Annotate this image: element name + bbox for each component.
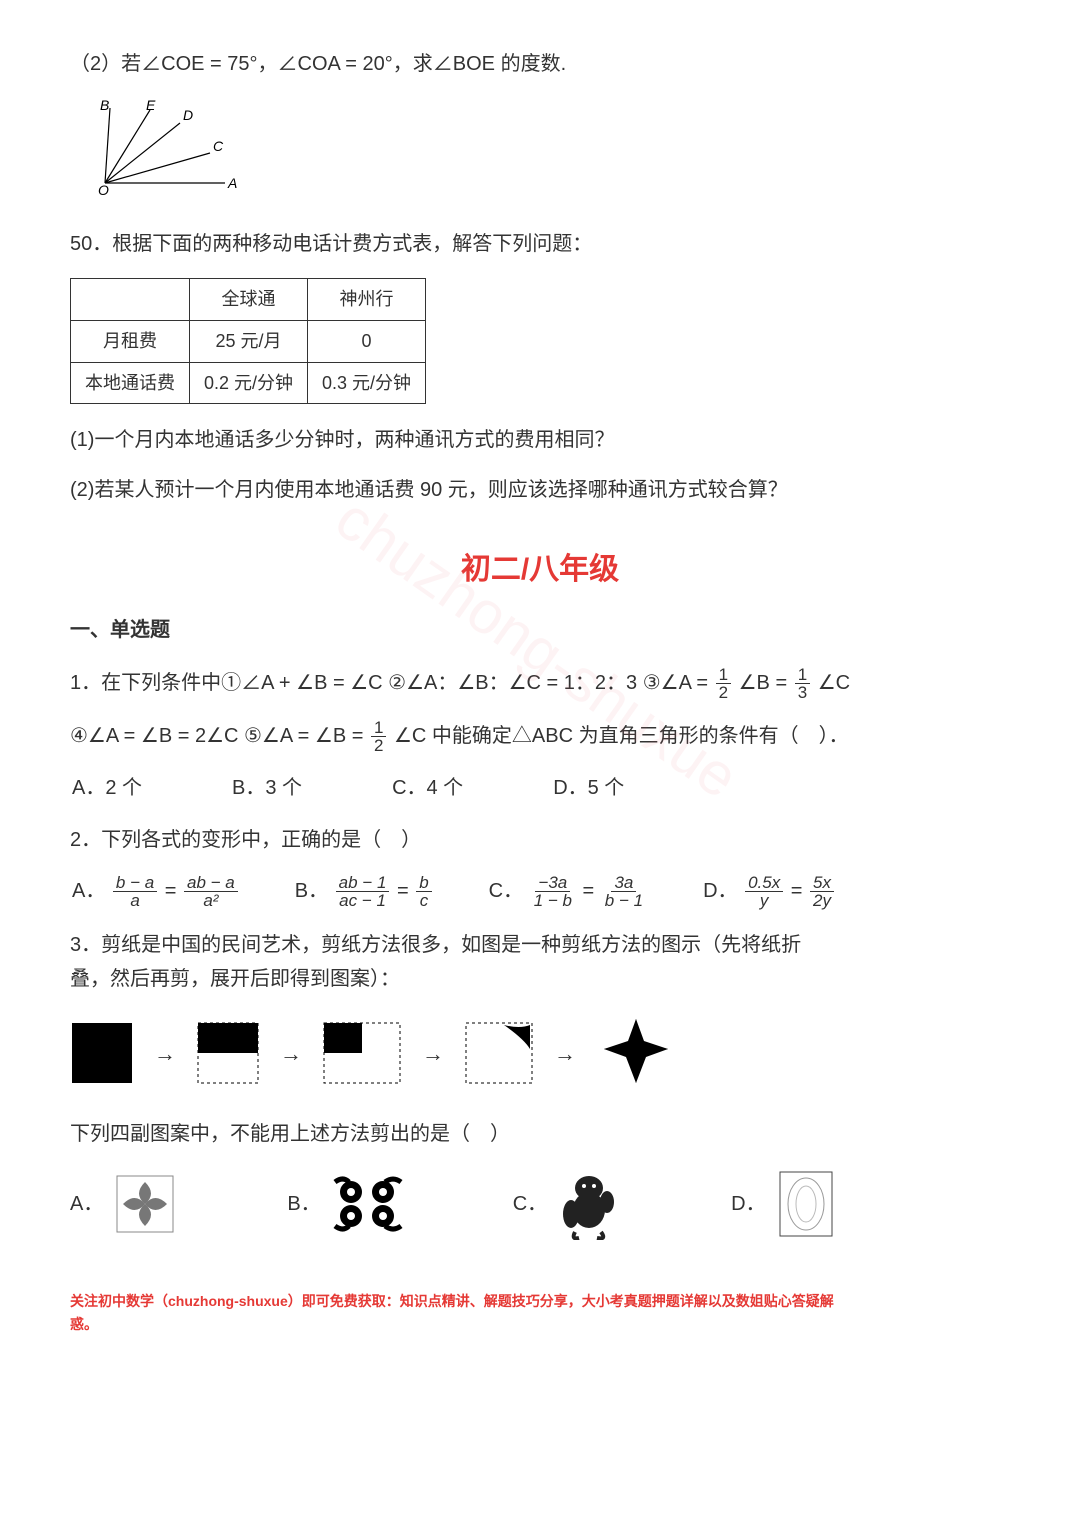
g8q1-line2: ④∠A = ∠B = 2∠C ⑤∠A = ∠B = 12 ∠C 中能确定△ABC… — [70, 719, 1010, 754]
footer: 关注初中数学（chuzhong-shuxue）即可免费获取：知识点精讲、解题技巧… — [70, 1290, 1010, 1335]
table-cell: 0.3 元/分钟 — [308, 362, 426, 404]
table-cell: 25 元/月 — [190, 320, 308, 362]
papercut-sequence: → → → → — [70, 1013, 1010, 1093]
svg-text:A: A — [227, 175, 237, 191]
cut-step-1 — [70, 1021, 134, 1085]
option-c: C． — [513, 1168, 621, 1240]
g8q2-stem: 2．下列各式的变形中，正确的是（ ） — [70, 824, 1010, 856]
option-a: A． — [70, 1172, 177, 1236]
arrow-icon: → — [280, 1036, 302, 1071]
svg-text:B: B — [100, 98, 109, 113]
option-d: D． — [731, 1168, 835, 1240]
q50-sub2: (2)若某人预计一个月内使用本地通话费 90 元，则应该选择哪种通讯方式较合算？ — [70, 474, 1010, 506]
arrow-icon: → — [554, 1036, 576, 1071]
table-cell: 0 — [308, 320, 426, 362]
cut-step-2 — [196, 1021, 260, 1085]
q50-sub1: (1)一个月内本地通话多少分钟时，两种通讯方式的费用相同？ — [70, 424, 1010, 456]
option-b: B． ab − 1ac − 1 = bc — [295, 874, 434, 909]
option-c: C． −3a1 − b = 3ab − 1 — [489, 874, 648, 909]
g8q3-options: A． B． C． — [70, 1168, 1010, 1240]
table-cell: 全球通 — [190, 279, 308, 321]
pattern-b-icon — [331, 1172, 403, 1236]
g8q3-stem2: 叠，然后再剪，展开后即得到图案）： — [70, 963, 1010, 995]
option-d: D． 0.5xy = 5x2y — [703, 874, 836, 909]
text: ∠C — [818, 672, 850, 694]
g8q3-stem1: 3．剪纸是中国的民间艺术，剪纸方法很多，如图是一种剪纸方法的图示（先将纸折 — [70, 929, 1010, 961]
svg-text:D: D — [183, 107, 193, 123]
svg-text:O: O — [98, 182, 109, 198]
pattern-a-icon — [113, 1172, 177, 1236]
q49-part2: （2）若∠COE = 75°，∠COA = 20°，求∠BOE 的度数. — [70, 48, 1010, 80]
footer-line2: 惑。 — [70, 1316, 98, 1332]
text: ∠C 中能确定△ABC 为直角三角形的条件有（ ）． — [394, 725, 849, 747]
footer-line1: 关注初中数学（chuzhong-shuxue）即可免费获取：知识点精讲、解题技巧… — [70, 1293, 834, 1309]
fraction: 12 — [371, 719, 386, 754]
table-cell: 神州行 — [308, 279, 426, 321]
option-b: B． — [287, 1172, 402, 1236]
fraction: 13 — [795, 666, 810, 701]
pattern-c-icon — [557, 1168, 621, 1240]
table-cell: 0.2 元/分钟 — [190, 362, 308, 404]
cut-step-3 — [322, 1021, 402, 1085]
pattern-d-icon — [776, 1168, 836, 1240]
g8q3-follow: 下列四副图案中，不能用上述方法剪出的是（ ） — [70, 1118, 1010, 1150]
g8q2-options: A． b − aa = ab − aa² B． ab − 1ac − 1 = b… — [70, 874, 1010, 909]
cut-step-4 — [464, 1021, 534, 1085]
text: ④∠A = ∠B = 2∠C ⑤∠A = ∠B = — [70, 725, 369, 747]
option-a: A． b − aa = ab − aa² — [72, 874, 240, 909]
plan-table: 全球通 神州行 月租费 25 元/月 0 本地通话费 0.2 元/分钟 0.3 … — [70, 278, 426, 404]
arrow-icon: → — [422, 1036, 444, 1071]
fraction: 12 — [716, 666, 731, 701]
g8q1-options: A．2 个 B．3 个 C．4 个 D．5 个 — [70, 772, 1010, 804]
arrow-icon: → — [154, 1036, 176, 1071]
q50-stem: 50．根据下面的两种移动电话计费方式表，解答下列问题： — [70, 228, 1010, 260]
option-c: C．4 个 — [392, 772, 463, 804]
watermark: chuzhong-shuxue — [315, 473, 758, 823]
table-cell — [71, 279, 190, 321]
option-b: B．3 个 — [232, 772, 302, 804]
option-d: D．5 个 — [553, 772, 624, 804]
g8q1-line1: 1．在下列条件中①∠A + ∠B = ∠C ②∠A：∠B：∠C = 1：2：3 … — [70, 666, 1010, 701]
cut-result — [596, 1013, 676, 1093]
table-cell: 月租费 — [71, 320, 190, 362]
grade-title: 初二/八年级 — [70, 546, 1010, 594]
text: 1．在下列条件中①∠A + ∠B = ∠C ②∠A：∠B：∠C = 1：2：3 … — [70, 672, 714, 694]
table-cell: 本地通话费 — [71, 362, 190, 404]
text: ∠B = — [739, 672, 793, 694]
section-head: 一、单选题 — [70, 614, 1010, 646]
option-a: A．2 个 — [72, 772, 142, 804]
svg-text:C: C — [213, 138, 224, 154]
svg-text:E: E — [146, 98, 156, 113]
angle-diagram: O A C D E B — [80, 98, 1010, 208]
